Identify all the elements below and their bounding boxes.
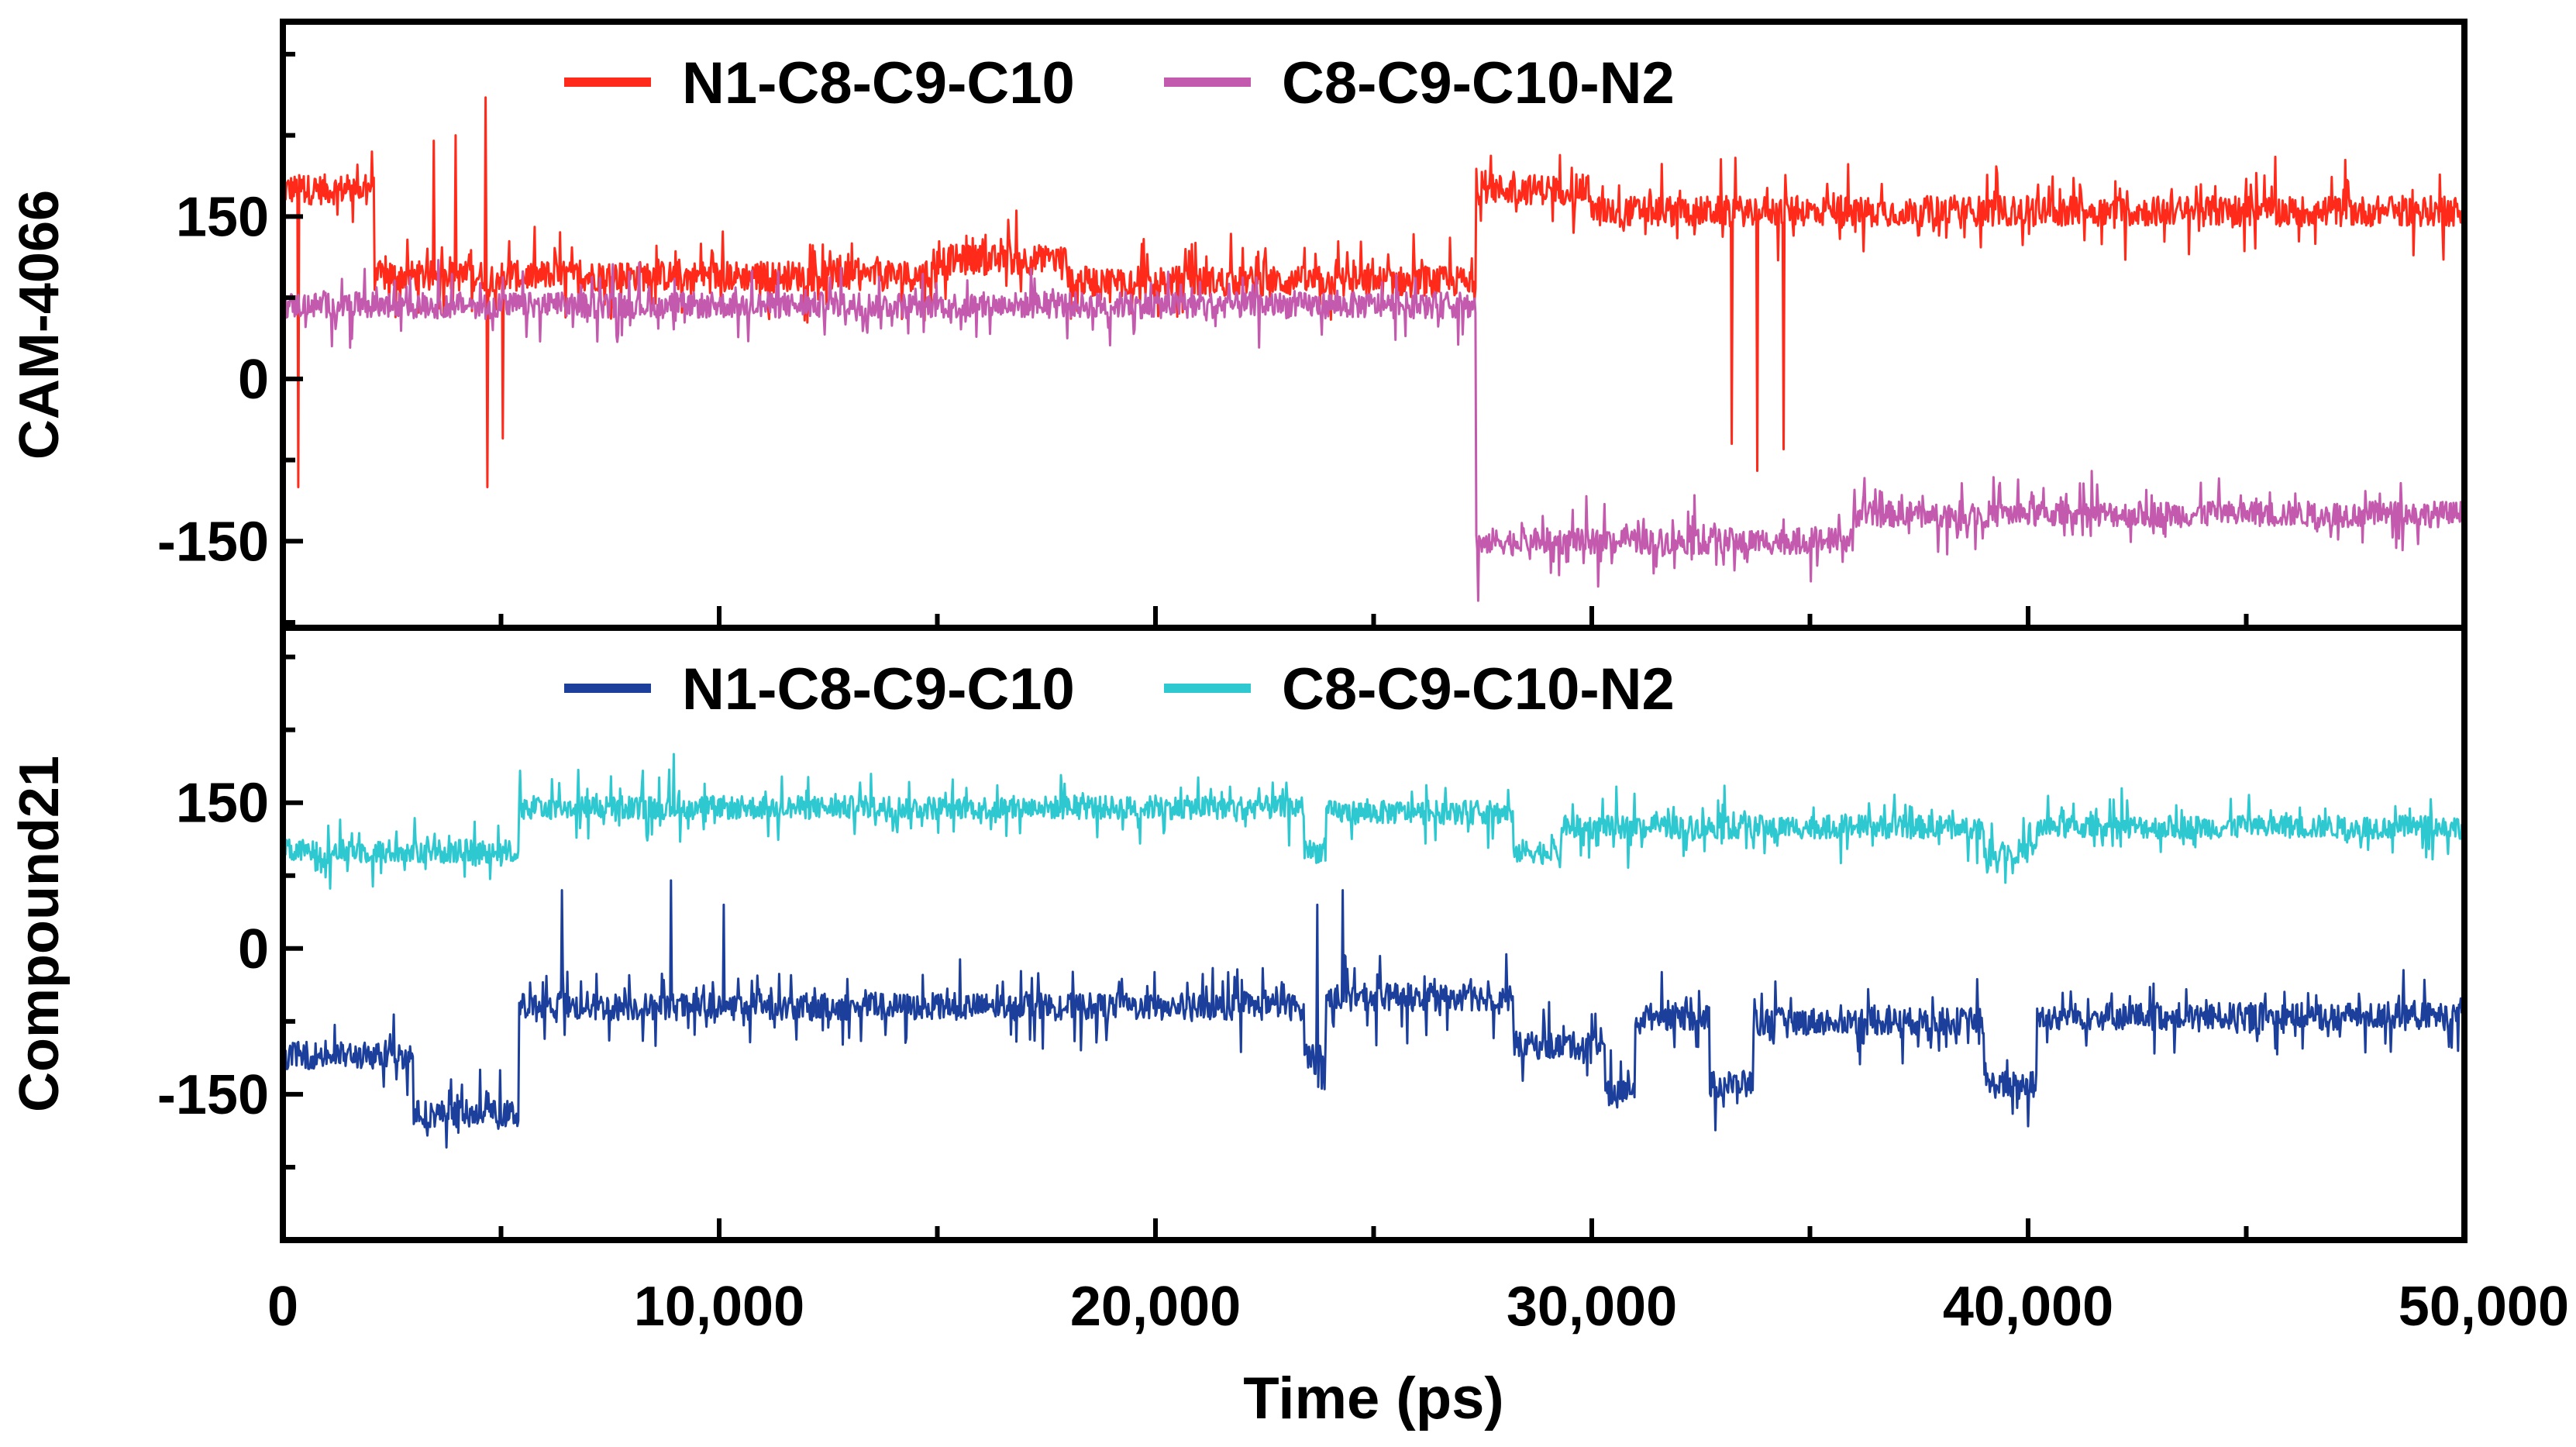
x-axis-label: Time (ps)	[1243, 1366, 1503, 1431]
x-tick-label: 50,000	[2399, 1276, 2569, 1338]
x-tick-label: 10,000	[634, 1276, 804, 1338]
panel-bottom: -150 0 150 0 10,000 20,000 30,000 40,000 50,000 C…	[9, 625, 2569, 1431]
series-line-2	[281, 259, 2466, 602]
x-tick-label: 20,000	[1070, 1276, 1241, 1338]
x-tick-label: 30,000	[1507, 1276, 1677, 1338]
series-line-1	[281, 879, 2466, 1149]
series-line-1	[282, 96, 2466, 488]
y-tick-label: 0	[238, 349, 269, 411]
y-tick-label: -150	[157, 1064, 269, 1126]
legend-label-1: N1-C8-C9-C10	[682, 50, 1075, 116]
y-tick-label: 150	[176, 186, 269, 248]
y-axis-label: Compound21	[9, 756, 71, 1112]
y-tick-label: 0	[238, 918, 269, 980]
y-tick-label: 150	[176, 773, 269, 835]
legend-label-2: C8-C9-C10-N2	[1282, 50, 1675, 116]
legend-label-1: N1-C8-C9-C10	[682, 656, 1075, 722]
legend-label-2: C8-C9-C10-N2	[1282, 656, 1675, 722]
y-tick-label: -150	[157, 511, 269, 573]
y-axis-label: CAM-4066	[9, 190, 71, 460]
x-tick-label: 40,000	[1943, 1276, 2113, 1338]
x-tick-label: 0	[267, 1276, 298, 1338]
series-line-2	[282, 753, 2466, 890]
